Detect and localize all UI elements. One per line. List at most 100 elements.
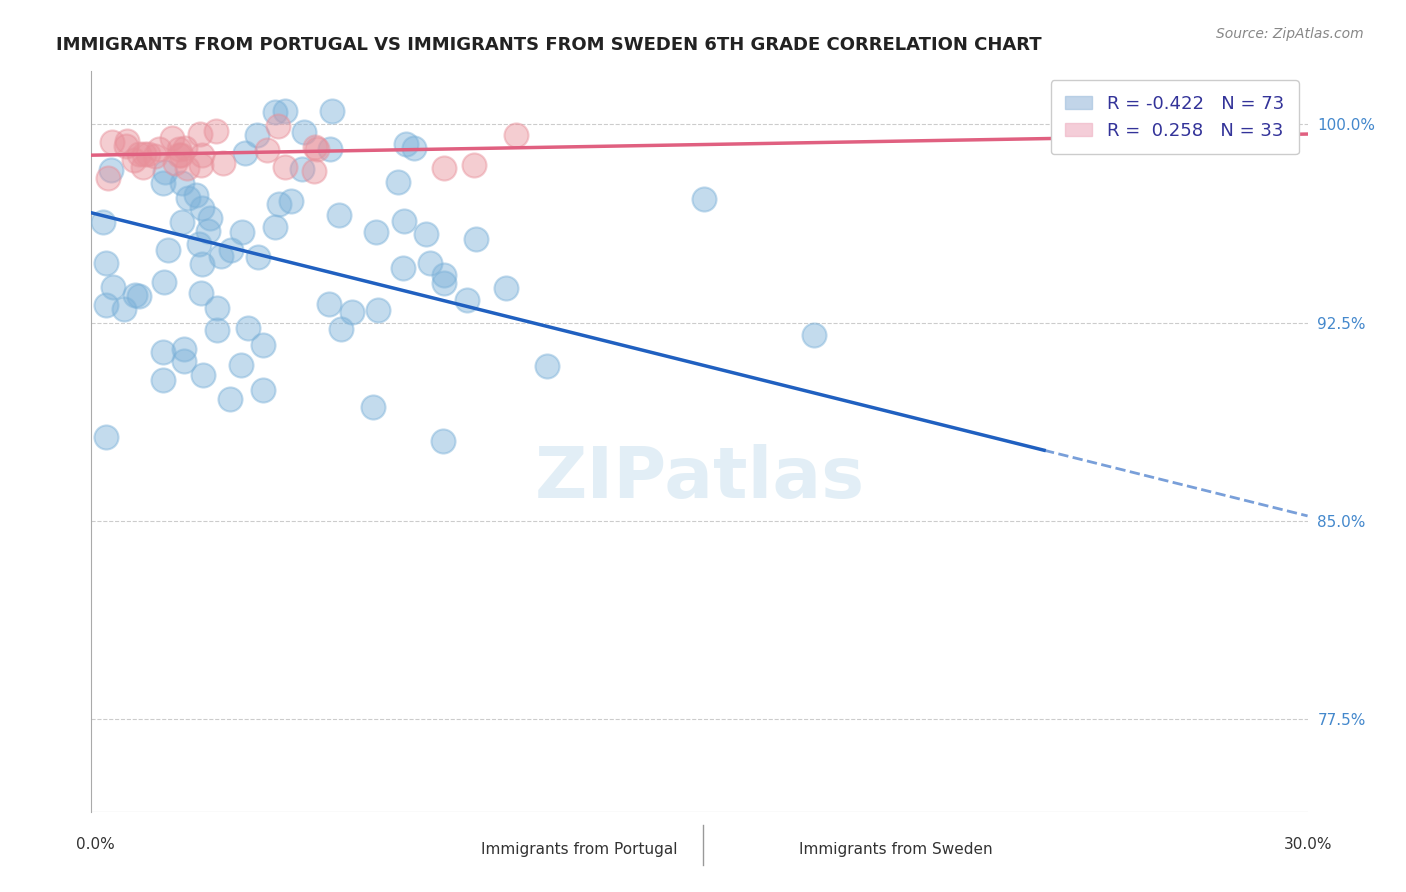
Text: 0.0%: 0.0% [76, 838, 115, 852]
Point [267, 119, 290, 133]
Point [165, 156, 187, 170]
Point [176, 161, 198, 175]
Point [160, 130, 183, 145]
Point [190, 158, 212, 172]
Point [463, 158, 485, 172]
Point [157, 243, 180, 257]
Point [167, 147, 190, 161]
Point [173, 342, 195, 356]
Point [170, 147, 193, 161]
Text: Immigrants from Sweden: Immigrants from Sweden [799, 842, 993, 856]
Point [233, 146, 256, 161]
Point [191, 368, 214, 382]
Point [364, 225, 387, 239]
Point [252, 384, 274, 398]
Point [1146, 125, 1168, 139]
Point [433, 161, 456, 175]
Point [392, 260, 415, 275]
Point [415, 227, 437, 241]
Point [274, 160, 297, 174]
Point [219, 243, 242, 257]
Point [238, 321, 260, 335]
Point [367, 303, 389, 318]
Point [122, 153, 145, 168]
Point [177, 191, 200, 205]
Point [186, 188, 208, 202]
Point [136, 146, 159, 161]
Point [318, 297, 340, 311]
Point [169, 142, 191, 156]
Point [219, 392, 242, 406]
Point [321, 103, 343, 118]
Point [264, 105, 287, 120]
Point [188, 236, 211, 251]
Point [197, 224, 219, 238]
Text: ZIPatlas: ZIPatlas [534, 444, 865, 513]
Point [329, 322, 352, 336]
Point [94, 298, 117, 312]
Point [246, 128, 269, 143]
Point [231, 225, 253, 239]
Point [229, 358, 252, 372]
Point [269, 196, 291, 211]
Point [198, 211, 221, 226]
Text: Immigrants from Portugal: Immigrants from Portugal [481, 842, 678, 856]
Point [205, 323, 228, 337]
Point [252, 338, 274, 352]
Point [273, 103, 295, 118]
Point [112, 301, 135, 316]
Point [190, 285, 212, 300]
Point [536, 359, 558, 373]
Point [128, 147, 150, 161]
Point [304, 140, 326, 154]
Point [246, 250, 269, 264]
Text: 30.0%: 30.0% [1284, 838, 1331, 852]
Point [305, 142, 328, 156]
Point [205, 301, 228, 315]
Point [132, 147, 155, 161]
Point [209, 249, 232, 263]
Text: Source: ZipAtlas.com: Source: ZipAtlas.com [1216, 27, 1364, 41]
Point [115, 138, 138, 153]
Text: IMMIGRANTS FROM PORTUGAL VS IMMIGRANTS FROM SWEDEN 6TH GRADE CORRELATION CHART: IMMIGRANTS FROM PORTUGAL VS IMMIGRANTS F… [56, 36, 1042, 54]
Point [692, 192, 714, 206]
Point [264, 220, 287, 235]
Point [152, 345, 174, 359]
Point [100, 136, 122, 150]
Point [465, 232, 488, 246]
Point [94, 430, 117, 444]
Point [188, 127, 211, 141]
Point [291, 161, 314, 176]
Point [172, 215, 194, 229]
Point [803, 327, 825, 342]
Point [91, 215, 114, 229]
Point [132, 160, 155, 174]
Point [304, 164, 326, 178]
Point [387, 175, 409, 189]
Point [190, 201, 212, 215]
Point [152, 276, 174, 290]
Point [456, 293, 478, 307]
Point [256, 143, 278, 157]
Point [143, 149, 166, 163]
Point [433, 268, 456, 282]
Point [292, 125, 315, 139]
Point [94, 256, 117, 270]
Point [152, 177, 174, 191]
Point [394, 214, 416, 228]
Point [101, 279, 124, 293]
Point [340, 305, 363, 319]
Point [319, 142, 342, 156]
Point [419, 256, 441, 270]
Point [432, 434, 454, 448]
Point [124, 288, 146, 302]
Point [433, 276, 456, 290]
Point [128, 289, 150, 303]
Point [97, 170, 120, 185]
Point [280, 194, 302, 208]
Point [191, 257, 214, 271]
Legend: R = -0.422   N = 73, R =  0.258   N = 33: R = -0.422 N = 73, R = 0.258 N = 33 [1050, 80, 1299, 154]
Point [190, 148, 212, 162]
Point [205, 124, 228, 138]
Point [402, 141, 425, 155]
